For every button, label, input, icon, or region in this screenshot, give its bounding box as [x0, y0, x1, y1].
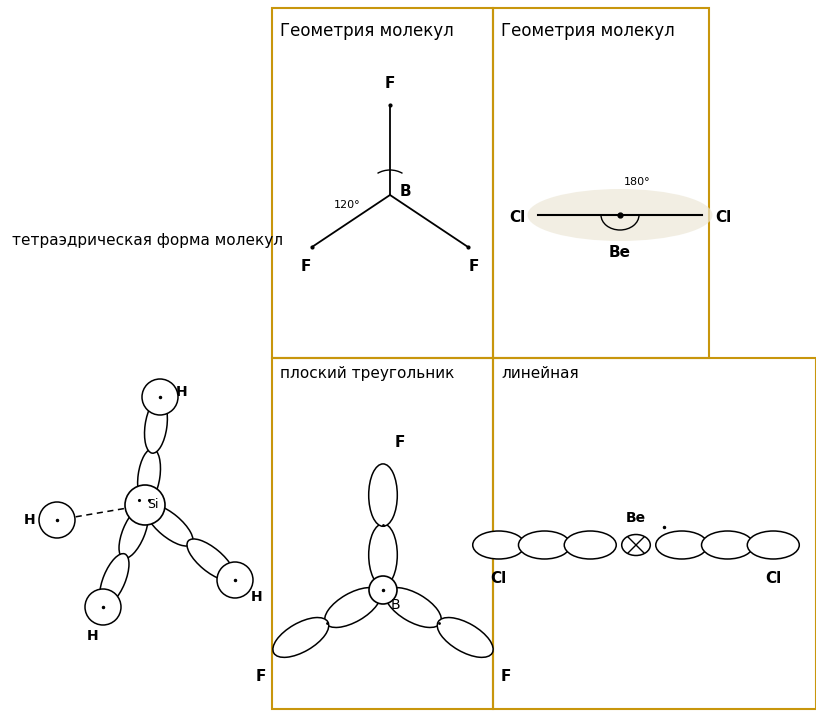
Text: Cl: Cl	[715, 209, 731, 224]
Ellipse shape	[702, 531, 753, 559]
Text: Be: Be	[609, 245, 631, 260]
Ellipse shape	[656, 531, 707, 559]
Circle shape	[85, 589, 121, 625]
Text: Si: Si	[147, 498, 158, 511]
Text: F: F	[395, 435, 406, 450]
Ellipse shape	[119, 507, 149, 559]
Bar	[493, 8, 709, 358]
Ellipse shape	[187, 539, 234, 581]
Text: F: F	[255, 669, 265, 684]
Bar	[272, 8, 493, 358]
Text: Cl: Cl	[490, 571, 507, 586]
Text: линейная: линейная	[501, 366, 579, 381]
Text: F: F	[469, 259, 479, 274]
Ellipse shape	[527, 189, 712, 241]
Text: 180°: 180°	[624, 177, 650, 187]
Text: Cl: Cl	[765, 571, 782, 586]
Text: H: H	[176, 385, 188, 399]
Circle shape	[369, 576, 397, 604]
Ellipse shape	[622, 534, 650, 556]
Circle shape	[142, 379, 178, 415]
Ellipse shape	[564, 531, 616, 559]
Text: Геометрия молекул: Геометрия молекул	[280, 22, 454, 40]
Text: Геометрия молекул: Геометрия молекул	[501, 22, 675, 40]
Ellipse shape	[747, 531, 800, 559]
Text: B: B	[391, 598, 401, 612]
Text: H: H	[87, 629, 99, 643]
Text: Be: Be	[626, 511, 646, 525]
Text: H: H	[24, 513, 35, 527]
Circle shape	[217, 562, 253, 598]
Ellipse shape	[100, 554, 129, 605]
Text: H: H	[251, 590, 263, 604]
Ellipse shape	[369, 523, 397, 586]
Ellipse shape	[472, 531, 525, 559]
Text: F: F	[385, 76, 395, 91]
Ellipse shape	[325, 588, 380, 627]
Text: F: F	[301, 259, 311, 274]
Text: плоский треугольник: плоский треугольник	[280, 366, 455, 381]
Ellipse shape	[145, 505, 193, 546]
Text: тетраэдрическая форма молекул: тетраэдрическая форма молекул	[12, 232, 283, 247]
Ellipse shape	[518, 531, 570, 559]
Circle shape	[39, 502, 75, 538]
Ellipse shape	[369, 464, 397, 526]
Text: 120°: 120°	[334, 200, 360, 210]
Circle shape	[125, 485, 165, 525]
Ellipse shape	[437, 617, 493, 657]
Ellipse shape	[273, 617, 329, 657]
Text: F: F	[500, 669, 511, 684]
Ellipse shape	[385, 588, 441, 627]
Ellipse shape	[144, 399, 167, 453]
Ellipse shape	[138, 449, 161, 503]
Text: Cl: Cl	[508, 209, 525, 224]
Bar	[493, 358, 816, 709]
Text: B: B	[400, 184, 411, 199]
Bar	[272, 358, 493, 709]
